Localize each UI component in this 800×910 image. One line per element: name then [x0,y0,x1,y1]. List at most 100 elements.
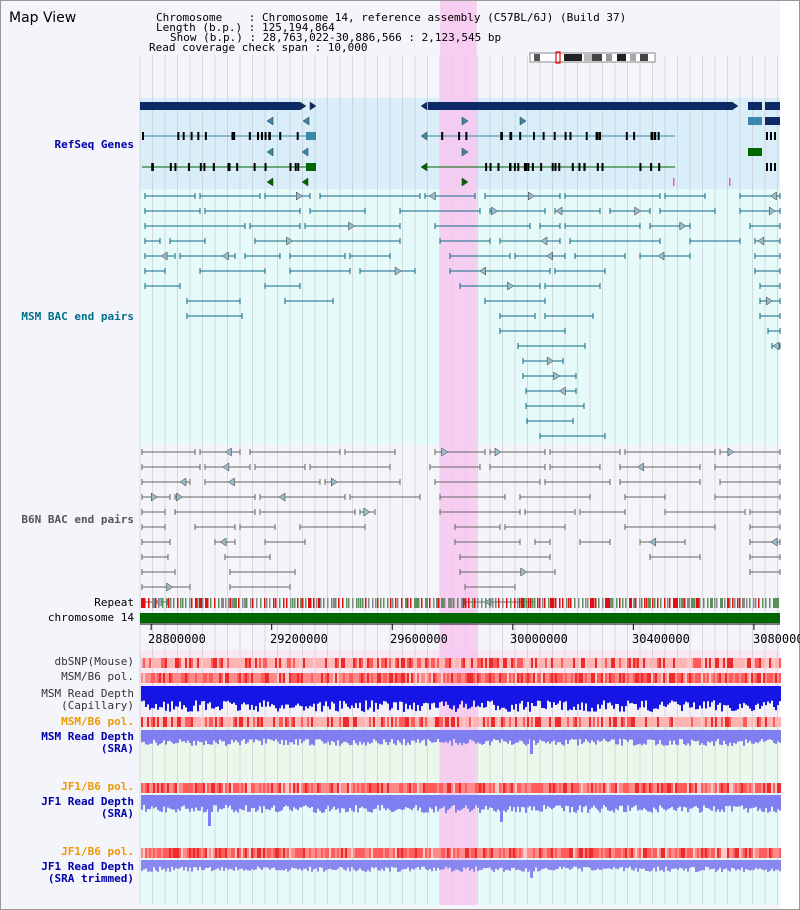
polymorphism-cell [667,658,669,668]
msm-bac-pair-arrow [555,206,563,216]
polymorphism-cell [503,673,505,683]
polymorphism-cell [205,658,207,668]
depth-bar [459,860,461,872]
polymorphism-cell [369,783,371,793]
depth-bar [597,686,599,705]
depth-bar [551,795,553,810]
track-label-refseq[interactable]: RefSeq Genes [54,138,134,151]
depth-bar [271,686,273,705]
polymorphism-cell [179,673,181,683]
polymorphism-cell [145,673,147,683]
depth-bar [419,860,421,870]
depth-bar [767,730,769,740]
depth-bar [685,795,687,808]
depth-bar [727,730,729,746]
polymorphism-cell [313,717,315,727]
polymorphism-cell [245,717,247,727]
polymorphism-cell [691,658,693,668]
polymorphism-cell [261,848,263,858]
depth-bar [217,686,219,707]
depth-bar [435,860,437,871]
depth-bar [607,860,609,869]
track-label-msm-bac[interactable]: MSM BAC end pairs [21,310,134,323]
polymorphism-cell [225,658,227,668]
depth-bar [301,860,303,871]
polymorphism-cell [145,848,147,858]
depth-bar [425,795,427,813]
polymorphism-cell [341,673,343,683]
depth-bar [643,795,645,809]
depth-bar [571,686,573,710]
gene-strand-arrow [461,177,469,187]
polymorphism-cell [381,673,383,683]
polymorphism-cell [371,848,373,858]
polymorphism-cell [351,717,353,727]
polymorphism-cell [585,783,587,793]
depth-bar [561,686,563,710]
depth-bar [253,686,255,710]
polymorphism-cell [499,658,501,668]
polymorphism-cell [607,673,609,683]
repeat-mark [205,598,208,608]
polymorphism-cell [471,658,473,668]
depth-bar [641,860,643,870]
polymorphism-cell [297,848,299,858]
gene-strand-arrow [461,147,469,157]
depth-bar [407,795,409,809]
polymorphism-cell [235,717,237,727]
polymorphism-cell [263,783,265,793]
depth-bar [305,860,307,869]
polymorphism-cell [343,717,345,727]
polymorphism-cell [761,848,763,858]
polymorphism-cell [731,673,733,683]
repeat-mark [362,598,364,608]
polymorphism-cell [449,717,451,727]
depth-bar [207,730,209,744]
polymorphism-cell [527,717,529,727]
polymorphism-cell [623,673,625,683]
depth-bar [607,730,609,742]
depth-bar [165,860,167,872]
polymorphism-cell [717,783,719,793]
polymorphism-cell [377,783,379,793]
depth-bar [619,686,621,712]
depth-bar [325,686,327,702]
depth-bar [507,730,509,744]
polymorphism-cell [753,783,755,793]
depth-bar [229,730,231,745]
polymorphism-cell [315,658,317,668]
polymorphism-cell [631,717,633,727]
track-label-b6n-bac[interactable]: B6N BAC end pairs [21,513,134,526]
polymorphism-cell [491,658,493,668]
polymorphism-cell [265,717,267,727]
polymorphism-cell [645,658,647,668]
depth-bar [743,860,745,872]
msm-bac-pair-arrow [772,341,780,351]
depth-bar [769,730,771,740]
depth-bar [297,686,299,704]
polymorphism-cell [679,783,681,793]
repeat-mark [769,598,771,608]
gene-exon [508,163,511,171]
polymorphism-cell [549,658,551,668]
depth-bar [757,795,759,811]
polymorphism-cell [673,848,675,858]
depth-bar [145,795,147,812]
polymorphism-cell [441,673,443,683]
polymorphism-cell [185,783,187,793]
depth-bar [759,860,761,869]
polymorphism-cell [303,717,305,727]
depth-bar [309,795,311,809]
depth-bar [701,730,703,744]
depth-bar [321,730,323,742]
polymorphism-cell [163,783,165,793]
polymorphism-cell [479,783,481,793]
repeat-mark [275,598,277,608]
depth-bar [757,686,759,704]
depth-bar [439,860,441,870]
polymorphism-cell [365,783,367,793]
depth-bar [767,686,769,702]
depth-bar [417,795,419,811]
repeat-mark [310,598,312,608]
